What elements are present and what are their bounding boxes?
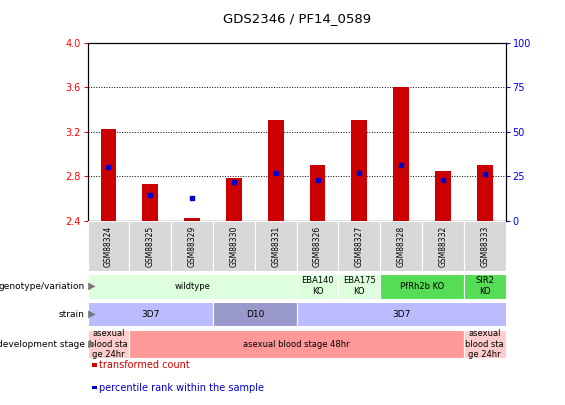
Bar xyxy=(184,219,200,221)
Bar xyxy=(101,129,116,221)
Text: GSM88328: GSM88328 xyxy=(397,226,406,266)
Bar xyxy=(393,87,409,221)
Text: GSM88324: GSM88324 xyxy=(104,226,113,266)
Text: GSM88332: GSM88332 xyxy=(438,226,447,266)
Text: asexual blood stage 48hr: asexual blood stage 48hr xyxy=(244,339,350,349)
Text: GSM88330: GSM88330 xyxy=(229,225,238,267)
Bar xyxy=(129,330,464,358)
Text: EBA140
KO: EBA140 KO xyxy=(301,277,334,296)
Text: GSM88329: GSM88329 xyxy=(188,226,197,266)
Bar xyxy=(297,274,338,298)
Bar xyxy=(464,221,506,271)
Text: GSM88331: GSM88331 xyxy=(271,226,280,266)
Bar xyxy=(464,274,506,298)
Text: 3D7: 3D7 xyxy=(392,309,410,319)
Bar xyxy=(171,221,213,271)
Text: ▶: ▶ xyxy=(85,309,96,319)
Text: asexual
blood sta
ge 24hr: asexual blood sta ge 24hr xyxy=(466,329,504,359)
Bar xyxy=(422,221,464,271)
Text: GSM88326: GSM88326 xyxy=(313,226,322,266)
Text: GSM88333: GSM88333 xyxy=(480,225,489,267)
Bar xyxy=(268,121,284,221)
Text: PfRh2b KO: PfRh2b KO xyxy=(400,281,444,291)
Bar xyxy=(213,221,255,271)
Bar xyxy=(380,221,422,271)
Bar xyxy=(297,221,338,271)
Text: ▶: ▶ xyxy=(85,339,96,349)
Bar xyxy=(338,274,380,298)
Text: development stage: development stage xyxy=(0,339,85,349)
Bar xyxy=(297,302,506,326)
Bar xyxy=(464,330,506,358)
Bar xyxy=(380,274,464,298)
Bar xyxy=(88,330,129,358)
Bar xyxy=(88,221,129,271)
Text: D10: D10 xyxy=(246,309,264,319)
Text: wildtype: wildtype xyxy=(174,281,210,291)
Text: EBA175
KO: EBA175 KO xyxy=(343,277,376,296)
Text: transformed count: transformed count xyxy=(99,360,190,370)
Bar xyxy=(129,221,171,271)
Text: 3D7: 3D7 xyxy=(141,309,159,319)
Bar xyxy=(226,178,242,221)
Text: strain: strain xyxy=(59,309,85,319)
Text: GDS2346 / PF14_0589: GDS2346 / PF14_0589 xyxy=(223,12,371,25)
Bar xyxy=(435,171,451,221)
Bar xyxy=(338,221,380,271)
Text: GSM88327: GSM88327 xyxy=(355,226,364,266)
Text: GSM88325: GSM88325 xyxy=(146,226,155,266)
Bar xyxy=(477,165,493,221)
Bar xyxy=(351,121,367,221)
Text: percentile rank within the sample: percentile rank within the sample xyxy=(99,383,264,392)
Text: ▶: ▶ xyxy=(85,281,96,291)
Bar xyxy=(142,184,158,221)
Bar xyxy=(88,302,213,326)
Bar xyxy=(213,302,297,326)
Bar xyxy=(310,165,325,221)
Bar xyxy=(88,274,297,298)
Text: SIR2
KO: SIR2 KO xyxy=(475,277,494,296)
Bar xyxy=(255,221,297,271)
Text: asexual
blood sta
ge 24hr: asexual blood sta ge 24hr xyxy=(89,329,128,359)
Text: genotype/variation: genotype/variation xyxy=(0,281,85,291)
